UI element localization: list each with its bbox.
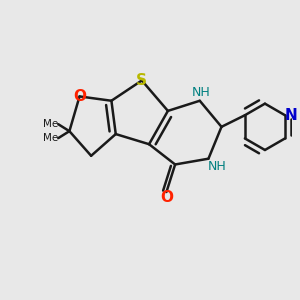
Text: Me: Me [43, 133, 58, 143]
Text: S: S [136, 73, 147, 88]
Text: O: O [160, 190, 173, 205]
Text: O: O [73, 89, 86, 104]
Text: Me: Me [43, 119, 58, 129]
Text: N: N [285, 108, 298, 123]
Text: NH: NH [192, 85, 211, 99]
Text: NH: NH [208, 160, 226, 173]
